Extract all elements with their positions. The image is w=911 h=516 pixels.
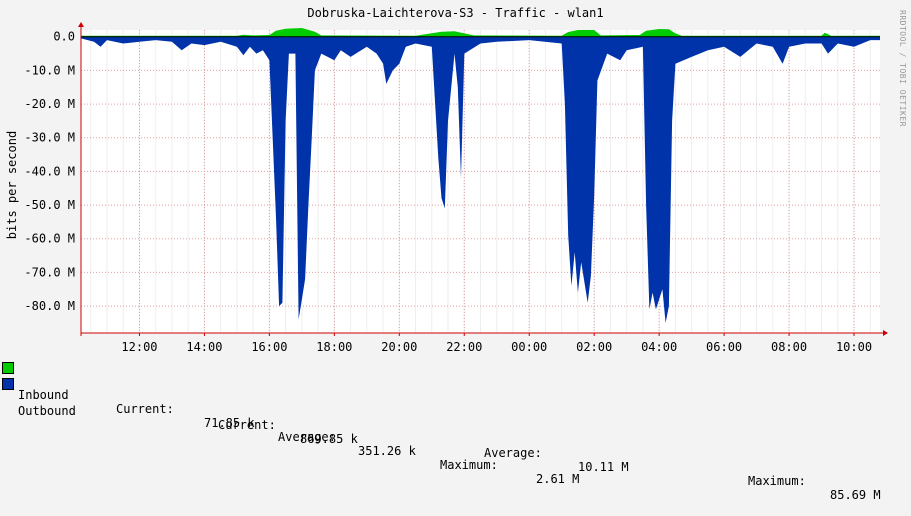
x-tick-label: 08:00 xyxy=(771,340,807,354)
traffic-chart: 0.0 -10.0 M -20.0 M -30.0 M -40.0 M -50.0 M -6… xyxy=(24,22,888,354)
inbound-swatch xyxy=(2,362,14,374)
outbound-maximum-label: Maximum: xyxy=(748,474,806,488)
outbound-average-value: 10.11 M xyxy=(578,460,629,474)
x-tick-label: 22:00 xyxy=(446,340,482,354)
x-axis-arrow xyxy=(883,330,888,336)
x-tick-label: 04:00 xyxy=(641,340,677,354)
y-tick-label: -70.0 M xyxy=(24,265,75,279)
y-axis-arrow xyxy=(78,22,84,27)
y-tick-label: -60.0 M xyxy=(24,232,75,246)
x-tick-label: 00:00 xyxy=(511,340,547,354)
x-tick-label: 10:00 xyxy=(836,340,872,354)
x-tick-label: 14:00 xyxy=(186,340,222,354)
x-tick-label: 20:00 xyxy=(381,340,417,354)
graph-frame: Dobruska-Laichterova-S3 - Traffic - wlan… xyxy=(2,6,907,502)
inbound-average-value: 351.26 k xyxy=(358,444,416,458)
y-tick-label: -40.0 M xyxy=(24,164,75,178)
legend-inbound-label: Inbound xyxy=(18,388,69,402)
inbound-area xyxy=(81,28,880,37)
y-tick-label: 0.0 xyxy=(53,30,75,44)
x-tick-label: 02:00 xyxy=(576,340,612,354)
inbound-current-label: Current: xyxy=(116,402,174,416)
x-tick-label: 16:00 xyxy=(251,340,287,354)
inbound-maximum-value: 2.61 M xyxy=(536,472,580,486)
y-tick-label: -50.0 M xyxy=(24,198,75,212)
x-tick-label: 18:00 xyxy=(316,340,352,354)
outbound-current-value: 869.85 k xyxy=(300,432,358,446)
x-tick-label: 12:00 xyxy=(121,340,157,354)
outbound-current-label: Current: xyxy=(218,418,276,432)
outbound-area xyxy=(81,36,880,323)
y-tick-label: -10.0 M xyxy=(24,63,75,77)
chart-title: Dobruska-Laichterova-S3 - Traffic - wlan… xyxy=(307,6,604,20)
legend-outbound-label: Outbound xyxy=(18,404,76,418)
outbound-swatch xyxy=(2,378,14,390)
watermark: RRDTOOL / TOBI OETIKER xyxy=(898,10,907,127)
y-tick-label: -30.0 M xyxy=(24,131,75,145)
legend-outbound: Outbound Current: 869.85 k Average: 10.1… xyxy=(2,376,881,516)
outbound-maximum-value: 85.69 M xyxy=(830,488,881,502)
inbound-maximum-label: Maximum: xyxy=(440,458,498,472)
x-tick-label: 06:00 xyxy=(706,340,742,354)
y-tick-label: -20.0 M xyxy=(24,97,75,111)
y-tick-label: -80.0 M xyxy=(24,299,75,313)
outbound-average-label: Average: xyxy=(484,446,542,460)
